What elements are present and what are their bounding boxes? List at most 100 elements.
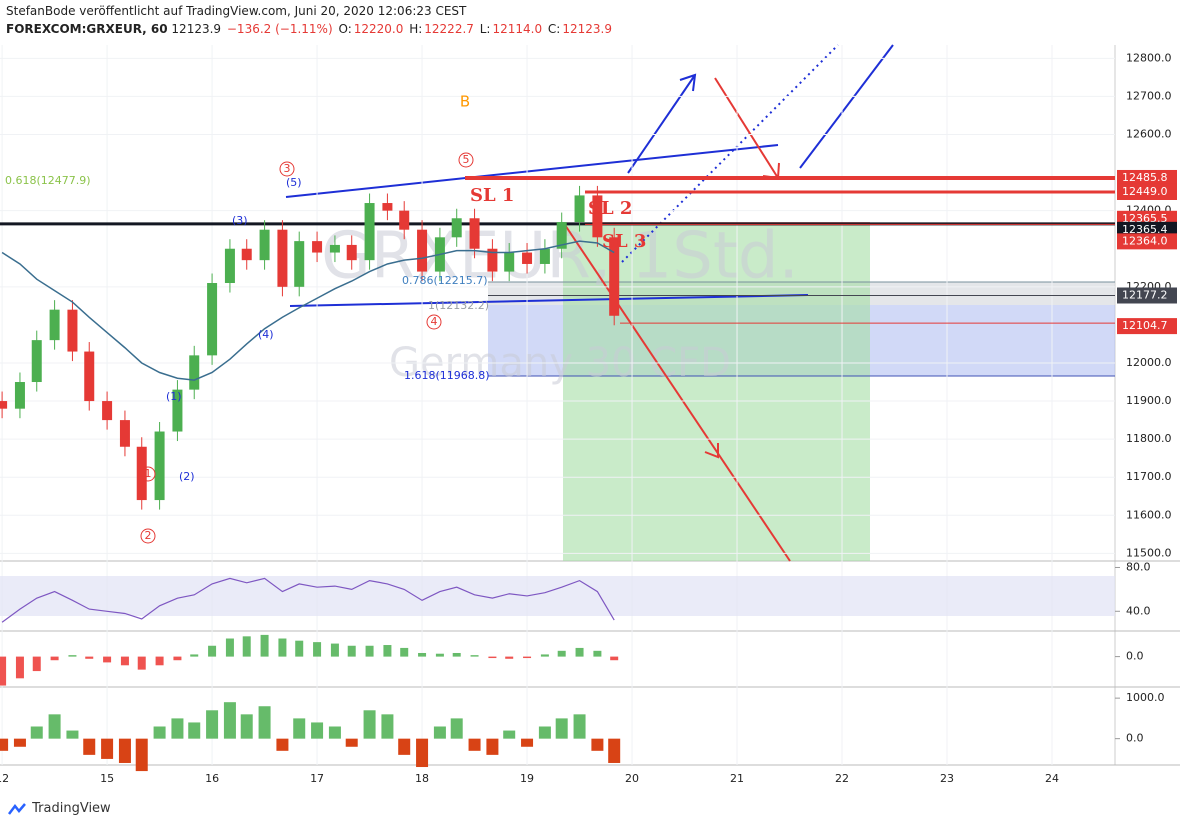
annotation: B — [460, 93, 470, 111]
annotation: (2) — [179, 470, 195, 483]
candle-body — [294, 241, 305, 287]
logo — [8, 802, 26, 815]
flow-bar — [188, 722, 201, 739]
annotation: 3 — [284, 162, 291, 175]
macd-bar — [435, 653, 444, 657]
candle-body — [14, 382, 25, 409]
macd-bar — [173, 656, 182, 661]
candles — [0, 185, 620, 510]
flow-bar — [450, 718, 463, 739]
macd-bar — [470, 655, 479, 657]
footer-brand: TradingView — [8, 801, 111, 816]
flow-bar — [591, 738, 604, 751]
arrow-head — [704, 443, 719, 459]
c-label: C: — [547, 22, 561, 36]
change: −136.2 (−1.11%) — [226, 22, 333, 36]
annotation: 5 — [463, 153, 470, 166]
annotation: 0.786(12215.7) — [402, 274, 488, 287]
trend-line — [799, 44, 894, 169]
publisher-line: StefanBode veröffentlicht auf TradingVie… — [6, 4, 468, 18]
x-tick-label: 16 — [205, 772, 219, 785]
symbol: FOREXCOM:GRXEUR, 60 — [6, 22, 168, 36]
flow-bar — [608, 738, 621, 763]
candle-body — [364, 203, 375, 261]
macd-bar — [155, 656, 164, 666]
x-tick-label: 20 — [625, 772, 639, 785]
arrow — [564, 224, 791, 562]
annotation: 1 — [145, 467, 152, 480]
candle-body — [609, 237, 620, 316]
candle-body — [207, 283, 218, 356]
flow-bar — [328, 726, 341, 739]
macd-bar — [313, 642, 322, 657]
x-tick-label: 15 — [100, 772, 114, 785]
macd-bar — [242, 636, 251, 657]
trend-drawings — [285, 44, 894, 307]
candle-body — [136, 446, 147, 501]
price-tag — [1117, 233, 1177, 250]
candle-body — [382, 203, 393, 211]
rsi-line — [1, 577, 615, 623]
macd-bar — [190, 654, 199, 657]
c: 12123.9 — [562, 22, 612, 36]
candle-body — [31, 340, 42, 383]
macd-bar — [540, 654, 549, 657]
trend-line — [285, 144, 779, 198]
macd-bar — [488, 656, 497, 659]
y-tick-label: 12600.0 — [1126, 127, 1172, 140]
price-tag-label: 12364.0 — [1122, 234, 1168, 247]
rsi-band — [0, 576, 1115, 616]
macd-bar — [208, 645, 217, 657]
candle-body — [224, 248, 235, 284]
macd-bar — [103, 656, 112, 663]
macd-bar — [347, 645, 356, 657]
candle-body — [102, 401, 113, 421]
flow-bar — [0, 738, 9, 751]
macd-bar — [68, 655, 77, 657]
macd-bar — [225, 638, 234, 657]
candle-body — [346, 244, 357, 261]
flow-bar — [101, 738, 114, 759]
x-tick-label: 18 — [415, 772, 429, 785]
flow-bar — [153, 726, 166, 739]
candle-body — [189, 355, 200, 390]
trend-line — [289, 294, 809, 307]
macd-bar — [295, 640, 304, 657]
price-tag-label: 12365.5 — [1122, 212, 1168, 225]
price-tag — [1117, 318, 1177, 335]
annotation: 1(12132.2) — [428, 299, 489, 312]
annotation: 4 — [431, 315, 438, 328]
price-tag — [1117, 287, 1177, 304]
flow-bar — [48, 714, 61, 739]
moving-average — [1, 240, 615, 381]
macd-bar — [523, 656, 532, 659]
annotation: 1.618(11968.8) — [404, 369, 490, 382]
flow-bar — [538, 726, 551, 739]
macd-bar — [32, 656, 41, 672]
y-tick-label: 11900.0 — [1126, 394, 1172, 407]
price-tag-label: 12104.7 — [1122, 319, 1168, 332]
candle-body — [259, 229, 270, 261]
h: 12222.7 — [424, 22, 474, 36]
y-tick-label: 12800.0 — [1126, 51, 1172, 64]
h-label: H: — [409, 22, 423, 36]
x-tick-label: 19 — [520, 772, 534, 785]
candle-body — [312, 241, 323, 253]
ohlc-line: FOREXCOM:GRXEUR, 60 12123.9 −136.2 (−1.1… — [6, 22, 614, 36]
l: 12114.0 — [492, 22, 543, 36]
flow-bar — [555, 718, 568, 739]
macd-bar — [575, 647, 584, 657]
x-tick-label: 12 — [0, 772, 9, 785]
candle-body — [574, 195, 585, 223]
flow-bar — [171, 718, 184, 739]
annotation: (4) — [258, 328, 274, 341]
wave-circle — [426, 314, 442, 330]
publisher: StefanBode veröffentlicht auf TradingVie… — [6, 4, 467, 18]
candle-body — [329, 244, 340, 253]
flow-bar — [13, 738, 26, 747]
macd-bar — [452, 652, 461, 657]
flow-bar — [398, 738, 411, 755]
candle-body — [417, 229, 428, 272]
wave-circle — [140, 528, 156, 544]
